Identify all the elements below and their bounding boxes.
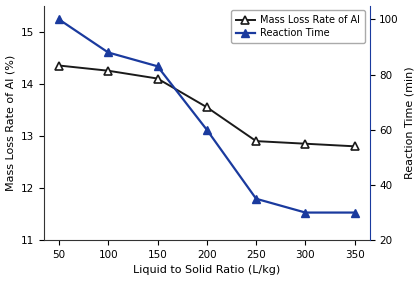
Reaction Time xyxy=(155,65,160,68)
Reaction Time xyxy=(106,51,111,54)
Mass Loss Rate of Al xyxy=(106,69,111,72)
Y-axis label: Reaction Time (min): Reaction Time (min) xyxy=(404,67,415,179)
Legend: Mass Loss Rate of Al, Reaction Time: Mass Loss Rate of Al, Reaction Time xyxy=(231,10,365,43)
Reaction Time xyxy=(204,128,209,132)
X-axis label: Liquid to Solid Ratio (L/kg): Liquid to Solid Ratio (L/kg) xyxy=(133,266,281,275)
Reaction Time xyxy=(303,211,308,214)
Mass Loss Rate of Al xyxy=(155,77,160,80)
Mass Loss Rate of Al xyxy=(204,106,209,109)
Mass Loss Rate of Al xyxy=(56,64,61,67)
Reaction Time xyxy=(254,197,259,200)
Mass Loss Rate of Al xyxy=(254,139,259,143)
Reaction Time xyxy=(56,18,61,21)
Mass Loss Rate of Al xyxy=(352,145,357,148)
Y-axis label: Mass Loss Rate of Al (%): Mass Loss Rate of Al (%) xyxy=(5,55,16,191)
Reaction Time xyxy=(352,211,357,214)
Line: Reaction Time: Reaction Time xyxy=(55,15,359,216)
Mass Loss Rate of Al xyxy=(303,142,308,145)
Line: Mass Loss Rate of Al: Mass Loss Rate of Al xyxy=(55,62,359,150)
